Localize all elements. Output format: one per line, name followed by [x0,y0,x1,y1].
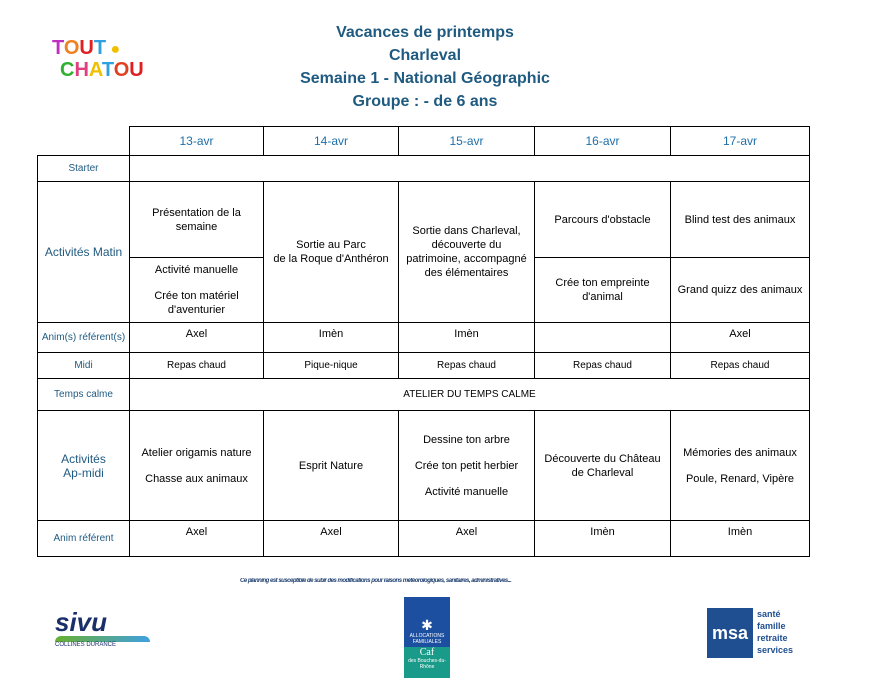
date-header: 17-avr [670,126,810,156]
matin-d5-bottom: Grand quizz des animaux [670,257,810,323]
title-line-3: Semaine 1 - National Géographic [300,70,550,87]
msa-logo: msa santé famille retraite services [707,608,799,658]
row-label-calme: Temps calme [37,378,130,411]
anim-cell: Imèn [263,322,399,353]
apmidi-d4: Découverte du Château de Charleval [534,410,671,521]
matin-d1-bottom: Activité manuelle Crée ton matériel d'ave… [129,257,264,323]
matin-d5-top: Blind test des animaux [670,181,810,258]
row-label-anim: Anim(s) référent(s) [37,322,130,353]
row-label-matin: Activités Matin [37,181,130,323]
caf-logo: ✱ ALLOCATIONS FAMILIALES Caf des Bouches… [404,597,450,678]
matin-d3: Sortie dans Charleval, découverte du pat… [398,181,535,323]
row-label-apmidi: Activités Ap-midi [37,410,130,521]
midi-cell: Repas chaud [129,352,264,379]
activity: Chasse aux animaux [145,472,248,485]
calme-cell: ATELIER DU TEMPS CALME [129,378,810,411]
sivu-logo-sub: COLLINES DURANCE [55,642,117,648]
msa-text: retraite [757,633,788,643]
date-header: 16-avr [534,126,671,156]
msa-logo-mark: msa [707,608,753,658]
title-line-1: Vacances de printemps [336,24,514,41]
activity: de la Roque d'Anthéron [273,253,389,265]
activity: Poule, Renard, Vipère [685,472,795,485]
activity: Dessine ton arbre [423,433,510,446]
caf-text: Caf [419,647,435,658]
date-header: 13-avr [129,126,264,156]
sivu-logo-text: SIVU [55,607,108,637]
msa-text: services [757,645,794,655]
apmidi-d2: Esprit Nature [263,410,399,521]
msa-text: santé [757,609,781,619]
activity: Atelier origamis nature [141,446,252,459]
title-line-4: Groupe : - de 6 ans [352,93,498,110]
caf-text: ALLOCATIONS FAMILIALES [409,633,445,645]
starter-cell [129,155,810,182]
row-label-animref: Anim référent [37,520,130,557]
midi-cell: Pique-nique [263,352,399,379]
apmidi-d1: Atelier origamis nature Chasse aux animau… [129,410,264,521]
caf-text: des Bouches-du-Rhône [408,658,446,670]
animref-cell: Imèn [534,520,671,557]
animref-cell: Imèn [670,520,810,557]
row-label-midi: Midi [37,352,130,379]
matin-d4-bottom: Crée ton empreinte d'animal [534,257,671,323]
row-label-starter: Starter [37,155,130,182]
activity: Crée ton petit herbier [414,459,519,472]
matin-d2: Sortie au Parc de la Roque d'Anthéron [263,181,399,323]
disclaimer-note: Ce planning est susceptible de subir des… [240,578,512,584]
activity: Activité manuelle [424,485,509,498]
title-line-2: Charleval [388,47,462,64]
matin-d1-top: Présentation de la semaine [129,181,264,258]
midi-cell: Repas chaud [670,352,810,379]
activity: Crée ton matériel d'aventurier [154,290,239,316]
midi-cell: Repas chaud [534,352,671,379]
matin-d4-top: Parcours d'obstacle [534,181,671,258]
date-header: 14-avr [263,126,399,156]
animref-cell: Axel [129,520,264,557]
apmidi-d5: Mémories des animaux Poule, Renard, Vipèr… [670,410,810,521]
tout-chatou-logo: TOUT ● CHATOU [52,37,144,81]
anim-cell: Imèn [398,322,535,353]
msa-text: famille [757,621,786,631]
activity: Activité manuelle [154,264,239,276]
activity: Sortie au Parc [296,239,366,251]
midi-cell: Repas chaud [398,352,535,379]
date-header: 15-avr [398,126,535,156]
sivu-logo: SIVU COLLINES DURANCE [55,608,150,660]
activity: Mémories des animaux [683,446,797,459]
apmidi-d3: Dessine ton arbre Crée ton petit herbier A… [398,410,535,521]
animref-cell: Axel [398,520,535,557]
anim-cell [534,322,671,353]
anim-cell: Axel [670,322,810,353]
anim-cell: Axel [129,322,264,353]
animref-cell: Axel [263,520,399,557]
